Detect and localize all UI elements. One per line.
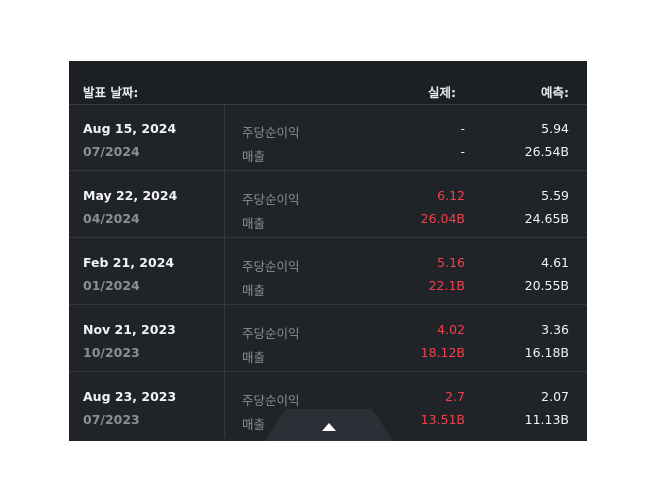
revenue-label: 매출 [242, 283, 266, 298]
revenue-forecast: 11.13B [524, 412, 569, 427]
eps-actual: 2.7 [445, 389, 465, 404]
column-divider [224, 171, 225, 237]
table-row: Aug 15, 2024 07/2024 주당순이익 매출 - - 5.94 2… [69, 104, 587, 171]
eps-forecast: 5.59 [541, 188, 569, 203]
revenue-forecast: 24.65B [524, 211, 569, 226]
revenue-label: 매출 [242, 216, 266, 231]
header-forecast: 예측: [541, 85, 569, 100]
eps-forecast: 2.07 [541, 389, 569, 404]
collapse-button[interactable] [264, 409, 394, 441]
eps-label: 주당순이익 [242, 259, 300, 274]
table-row: Aug 23, 2023 07/2023 주당순이익 매출 2.7 13.51B… [69, 372, 587, 438]
release-date: Aug 23, 2023 [83, 389, 177, 404]
eps-label: 주당순이익 [242, 326, 300, 341]
fiscal-period: 01/2024 [83, 278, 140, 293]
eps-label: 주당순이익 [242, 393, 300, 408]
column-divider [224, 238, 225, 304]
table-header: 발표 날짜: 실제: 예측: [69, 61, 587, 105]
eps-actual: 4.02 [437, 322, 465, 337]
table-row: Feb 21, 2024 01/2024 주당순이익 매출 5.16 22.1B… [69, 238, 587, 305]
revenue-forecast: 16.18B [524, 345, 569, 360]
earnings-table: 발표 날짜: 실제: 예측: Aug 15, 2024 07/2024 주당순이… [69, 61, 587, 441]
fiscal-period: 04/2024 [83, 211, 140, 226]
revenue-label: 매출 [242, 350, 266, 365]
fiscal-period: 10/2023 [83, 345, 140, 360]
revenue-actual: 13.51B [420, 412, 465, 427]
release-date: Feb 21, 2024 [83, 255, 175, 270]
eps-label: 주당순이익 [242, 192, 300, 207]
table-row: Nov 21, 2023 10/2023 주당순이익 매출 4.02 18.12… [69, 305, 587, 372]
eps-actual: 5.16 [437, 255, 465, 270]
revenue-actual: 26.04B [420, 211, 465, 226]
revenue-forecast: 20.55B [524, 278, 569, 293]
revenue-label: 매출 [242, 417, 266, 432]
eps-label: 주당순이익 [242, 125, 300, 140]
release-date: Nov 21, 2023 [83, 322, 176, 337]
fiscal-period: 07/2024 [83, 144, 140, 159]
column-divider [224, 372, 225, 438]
chevron-up-icon [322, 423, 336, 431]
eps-forecast: 3.36 [541, 322, 569, 337]
eps-forecast: 5.94 [541, 121, 569, 136]
header-actual: 실제: [428, 85, 456, 100]
column-divider [224, 104, 225, 170]
revenue-actual: - [460, 144, 465, 159]
revenue-actual: 18.12B [420, 345, 465, 360]
header-date: 발표 날짜: [83, 85, 139, 100]
eps-actual: - [460, 121, 465, 136]
revenue-label: 매출 [242, 149, 266, 164]
revenue-forecast: 26.54B [524, 144, 569, 159]
fiscal-period: 07/2023 [83, 412, 140, 427]
release-date: May 22, 2024 [83, 188, 178, 203]
column-divider [224, 305, 225, 371]
table-row: May 22, 2024 04/2024 주당순이익 매출 6.12 26.04… [69, 171, 587, 238]
revenue-actual: 22.1B [428, 278, 465, 293]
release-date: Aug 15, 2024 [83, 121, 177, 136]
eps-actual: 6.12 [437, 188, 465, 203]
eps-forecast: 4.61 [541, 255, 569, 270]
